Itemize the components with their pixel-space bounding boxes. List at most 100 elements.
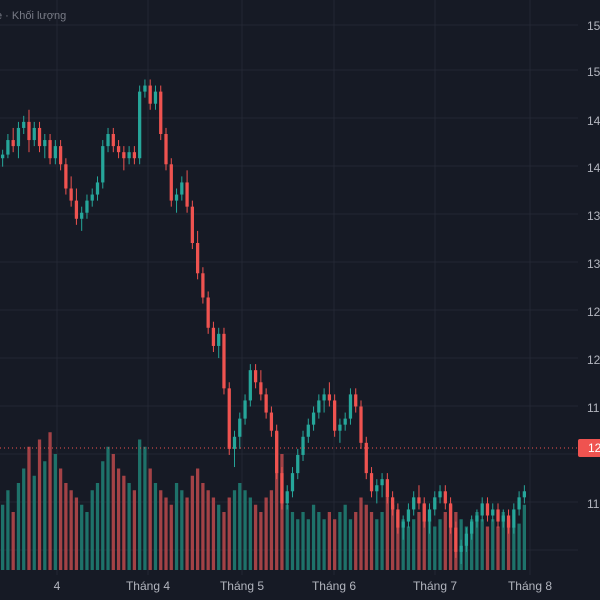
volume-bar xyxy=(280,454,284,570)
candle-body xyxy=(275,430,279,474)
candle-body xyxy=(169,164,173,201)
volume-bar xyxy=(243,490,247,570)
volume-bar xyxy=(95,483,100,570)
candles xyxy=(1,79,526,564)
volume-bar xyxy=(491,519,495,570)
volume-bar xyxy=(27,446,31,570)
candle-body xyxy=(148,85,152,104)
candle-body xyxy=(238,418,242,437)
volume-bar xyxy=(217,504,221,570)
candle-body xyxy=(243,400,247,419)
candle-body xyxy=(185,182,189,207)
candle-body xyxy=(459,545,463,552)
volume-bar xyxy=(512,526,516,570)
candle-body xyxy=(80,212,84,219)
candle-body xyxy=(90,194,94,201)
volume-bar xyxy=(148,468,152,570)
candle-body xyxy=(222,333,226,389)
volume-bar xyxy=(269,490,274,570)
volume-bar xyxy=(396,512,400,570)
candle-body xyxy=(95,182,100,195)
volume-bar xyxy=(111,454,115,570)
volume-bar xyxy=(306,519,310,570)
candle-body xyxy=(285,491,289,504)
candle-body xyxy=(406,509,411,522)
volume-bar xyxy=(285,504,289,570)
grid-lines xyxy=(0,0,578,575)
volume-bar xyxy=(427,519,432,570)
candle-body xyxy=(11,140,15,147)
volume-bar xyxy=(333,519,337,570)
candle-body xyxy=(43,140,47,147)
candle-body xyxy=(101,146,105,183)
volume-bar xyxy=(164,497,168,570)
candle-body xyxy=(470,521,474,534)
y-tick-label: 13 xyxy=(587,257,600,271)
volume-bar xyxy=(375,519,379,570)
volume-bar xyxy=(438,519,442,570)
volume-bar xyxy=(90,490,94,570)
candle-body xyxy=(327,394,332,401)
candle-body xyxy=(338,424,342,431)
candle-body xyxy=(343,418,347,425)
candle-body xyxy=(512,509,516,528)
volume-bar xyxy=(369,512,374,570)
candle-body xyxy=(417,497,421,504)
volume-bar xyxy=(401,519,405,570)
y-tick-label: 11 xyxy=(587,401,600,415)
candle-body xyxy=(269,412,274,431)
volume-bar xyxy=(275,432,279,570)
volume-bar xyxy=(143,446,147,570)
candle-body xyxy=(380,479,384,486)
volume-bar xyxy=(348,519,353,570)
volume-bar xyxy=(422,504,426,570)
candle-body xyxy=(306,424,310,437)
x-tick-label: Tháng 5 xyxy=(220,579,264,593)
volume-bar xyxy=(190,475,194,570)
volume-bar xyxy=(496,526,500,570)
volume-bar xyxy=(101,461,105,570)
candle-body xyxy=(522,491,526,498)
candle-body xyxy=(280,473,284,504)
volume-bar xyxy=(138,439,142,570)
volume-bar xyxy=(385,497,389,570)
candle-body xyxy=(53,146,57,159)
candle-body xyxy=(501,515,505,522)
candle-body xyxy=(259,382,263,395)
volume-bar xyxy=(206,490,210,570)
candle-body xyxy=(143,85,147,92)
volume-bar xyxy=(517,523,521,570)
candle-body xyxy=(427,509,432,522)
volume-bar xyxy=(412,519,416,570)
volume-bar xyxy=(227,497,231,570)
candle-body xyxy=(164,134,168,165)
volume-bar xyxy=(322,519,326,570)
volume-bar xyxy=(16,483,21,570)
candle-body xyxy=(301,436,305,455)
candle-body xyxy=(390,497,395,510)
candle-body xyxy=(85,200,89,213)
candle-body xyxy=(48,140,52,159)
candle-body xyxy=(253,370,258,383)
volume-bar xyxy=(127,483,131,570)
candle-body xyxy=(232,436,237,449)
y-tick-label: 14 xyxy=(587,161,600,175)
volume-bar xyxy=(390,504,395,570)
candle-body xyxy=(475,515,479,522)
last-price-tag-label: 12 xyxy=(588,441,600,455)
volume-bar xyxy=(32,475,36,570)
candle-body xyxy=(111,134,115,147)
last-price-tag xyxy=(578,439,600,457)
x-tick-label: Tháng 4 xyxy=(126,579,170,593)
candle-body xyxy=(217,333,221,346)
candle-body xyxy=(248,370,252,401)
volume-bar xyxy=(6,490,10,570)
volume-bar xyxy=(1,504,5,570)
volume-bar xyxy=(37,439,42,570)
candle-body xyxy=(206,297,210,328)
candle-body xyxy=(433,497,437,510)
candle-body xyxy=(22,121,26,128)
candle-body xyxy=(32,127,36,141)
candle-body xyxy=(58,146,63,165)
